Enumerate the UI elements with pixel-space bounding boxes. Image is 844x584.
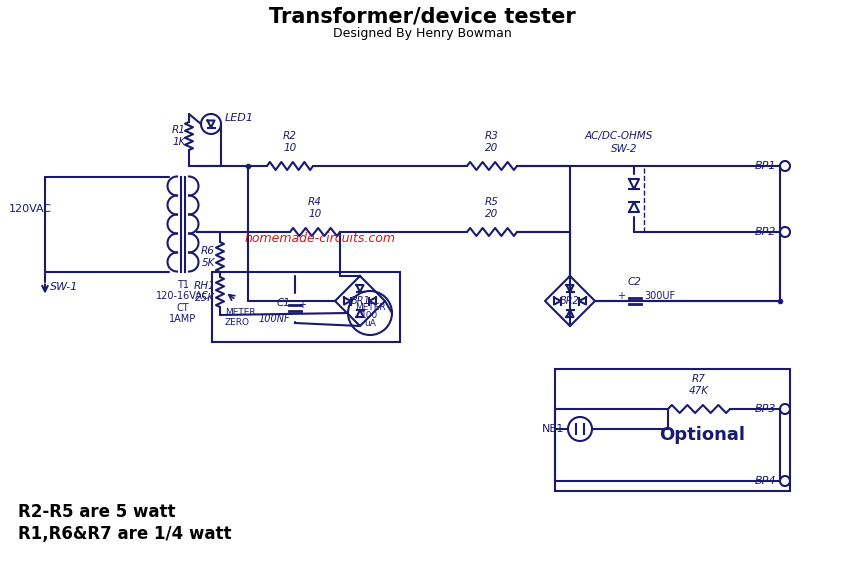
Text: BP2: BP2 [755,227,776,237]
Text: 100: 100 [361,311,379,319]
Text: METER
ZERO: METER ZERO [225,308,256,328]
Text: 120VAC: 120VAC [8,204,51,214]
Text: AC/DC-OHMS: AC/DC-OHMS [585,131,653,141]
Text: uA: uA [364,318,376,328]
Text: SW-2: SW-2 [611,144,637,154]
Text: R1
1K: R1 1K [172,125,186,147]
Text: R6
5K: R6 5K [201,246,215,268]
Text: LED1: LED1 [225,113,254,123]
Text: BR2: BR2 [560,296,580,306]
Text: BP1: BP1 [755,161,776,171]
Text: C1: C1 [276,297,290,308]
Text: homemade-circuits.com: homemade-circuits.com [245,232,396,245]
Text: R3
20: R3 20 [485,131,499,153]
Text: Designed By Henry Bowman: Designed By Henry Bowman [333,26,511,40]
Text: METER: METER [354,303,386,311]
Text: R5
20: R5 20 [485,197,499,219]
Text: 100NF: 100NF [258,315,290,325]
Text: BP3: BP3 [755,404,776,414]
Text: R4
10: R4 10 [308,197,322,219]
Text: Optional: Optional [659,426,745,444]
Text: BR1: BR1 [351,296,371,306]
Text: R2
10: R2 10 [283,131,297,153]
Text: 300UF: 300UF [644,291,675,301]
Text: R7
47K: R7 47K [689,374,709,396]
Text: SW-1: SW-1 [50,281,78,291]
Text: Transformer/device tester: Transformer/device tester [268,7,576,27]
Text: +: + [298,300,306,310]
Text: R2-R5 are 5 watt: R2-R5 are 5 watt [18,503,176,521]
Text: C2: C2 [628,277,642,287]
Text: BP4: BP4 [755,476,776,486]
Text: T1
120-16VAC
CT
1AMP: T1 120-16VAC CT 1AMP [156,280,210,324]
Text: RH1
25K: RH1 25K [193,281,215,303]
Text: NE1: NE1 [542,424,564,434]
Text: +: + [617,291,625,301]
Text: R1,R6&R7 are 1/4 watt: R1,R6&R7 are 1/4 watt [18,525,231,543]
